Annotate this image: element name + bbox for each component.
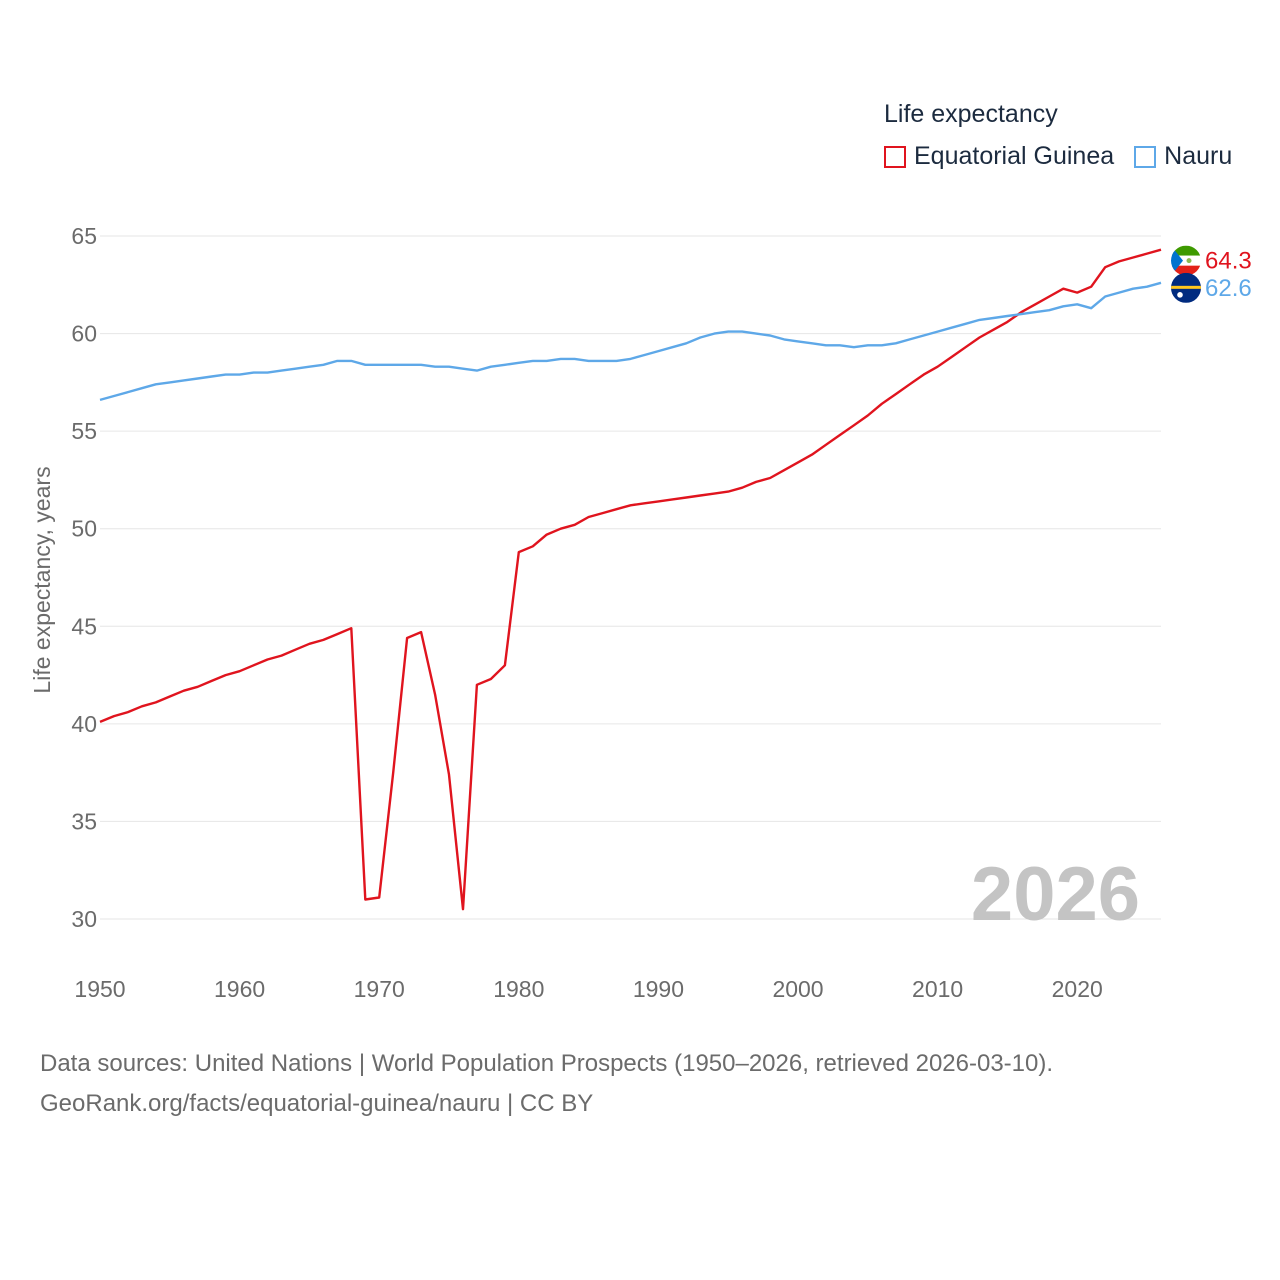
legend-swatch-equatorial-guinea: [884, 145, 906, 168]
end-label-nauru: 62.6: [1205, 275, 1252, 302]
grid-lines: [100, 235, 1161, 920]
y-axis-ticks: 30 35 40 45 50 55 60 65: [71, 223, 97, 932]
year-watermark: 2026: [971, 852, 1140, 937]
x-tick-label-1990: 1990: [633, 976, 684, 1002]
flag-stripe-yellow: [1171, 285, 1201, 289]
x-tick-label-1950: 1950: [74, 976, 125, 1002]
series-line-equatorial-guinea: [99, 248, 1162, 911]
flag-emblem: [1186, 258, 1192, 264]
legend-item-nauru[interactable]: Nauru: [1134, 142, 1232, 171]
y-tick-label-45: 45: [71, 613, 97, 639]
flag-stripe-white: [1171, 255, 1201, 266]
nauru-flag-icon: [1171, 272, 1201, 303]
source-note: Data sources: United Nations | World Pop…: [40, 1044, 1053, 1124]
source-line-1: Data sources: United Nations | World Pop…: [40, 1050, 1054, 1077]
y-axis-label: Life expectancy, years: [29, 466, 55, 693]
end-label-equatorial-guinea: 64.3: [1205, 248, 1252, 275]
y-tick-label-50: 50: [71, 516, 97, 542]
y-tick-label-60: 60: [71, 321, 97, 347]
legend: Equatorial Guinea Nauru: [884, 142, 1252, 171]
series-lines: [99, 248, 1162, 911]
end-markers: 64.362.6: [1171, 245, 1252, 303]
y-tick-label-55: 55: [71, 418, 97, 444]
x-tick-label-2010: 2010: [912, 976, 963, 1002]
equatorial-guinea-flag-icon: [1171, 245, 1201, 276]
legend-item-equatorial-guinea[interactable]: Equatorial Guinea: [884, 142, 1114, 171]
y-tick-label-35: 35: [71, 808, 97, 834]
y-tick-label-30: 30: [71, 906, 97, 932]
y-tick-label-65: 65: [71, 223, 97, 249]
source-line-2[interactable]: GeoRank.org/facts/equatorial-guinea/naur…: [40, 1090, 594, 1117]
flag-stripe-green: [1171, 245, 1201, 256]
flag-triangle-blue: [1171, 245, 1183, 276]
x-tick-label-1970: 1970: [354, 976, 405, 1002]
legend-label-nauru: Nauru: [1164, 142, 1233, 170]
x-axis-ticks: 1950 1960 1970 1980 1990 2000 2010 2020: [74, 976, 1102, 1002]
x-tick-label-2020: 2020: [1052, 976, 1103, 1002]
y-tick-label-40: 40: [71, 711, 97, 737]
flag-star: [1177, 292, 1183, 298]
legend-swatch-nauru: [1134, 145, 1157, 168]
legend-label-equatorial-guinea: Equatorial Guinea: [914, 142, 1115, 170]
x-tick-label-1960: 1960: [214, 976, 265, 1002]
x-tick-label-1980: 1980: [493, 976, 544, 1002]
legend-title: Life expectancy: [884, 100, 1058, 128]
line-chart: 30 35 40 45 50 55 60 65 1950 1960 1970 1980 1990 200…: [29, 223, 1252, 1002]
flag-stripe-red: [1171, 265, 1201, 276]
series-line-nauru: [99, 281, 1162, 402]
x-tick-label-2000: 2000: [772, 976, 823, 1002]
